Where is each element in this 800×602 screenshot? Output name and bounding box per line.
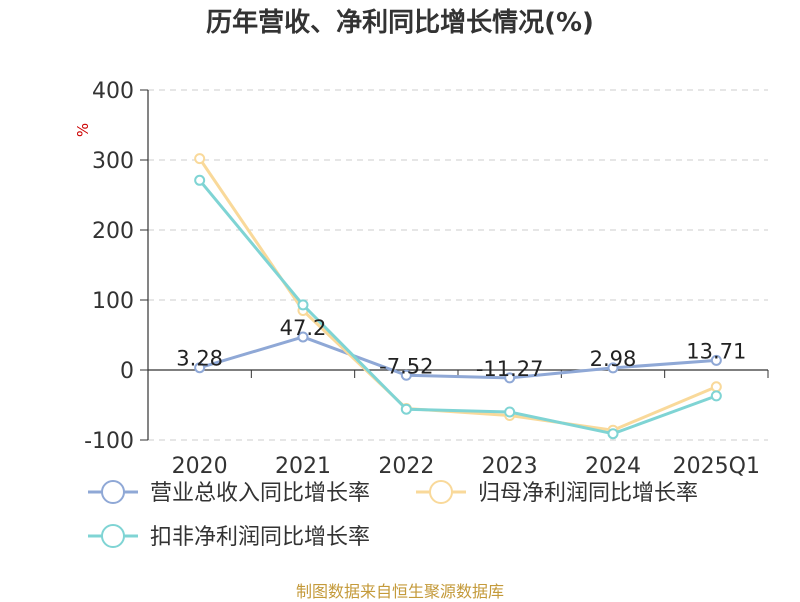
x-tick-label: 2022 bbox=[378, 454, 434, 479]
data-point bbox=[297, 331, 309, 343]
legend-label: 归母净利润同比增长率 bbox=[478, 481, 698, 506]
x-tick-label: 2020 bbox=[172, 454, 228, 479]
series-line-3 bbox=[198, 179, 717, 436]
y-tick-label: 100 bbox=[92, 289, 134, 314]
data-point bbox=[194, 174, 206, 186]
legend-marker bbox=[101, 524, 125, 548]
y-tick-label: 200 bbox=[92, 219, 134, 244]
y-tick-label: 400 bbox=[92, 79, 134, 104]
data-label: 2.98 bbox=[590, 347, 637, 371]
data-point bbox=[194, 362, 206, 374]
data-point bbox=[194, 153, 206, 165]
legend-label: 营业总收入同比增长率 bbox=[150, 481, 370, 506]
x-tick-label: 2024 bbox=[585, 454, 641, 479]
data-point bbox=[400, 403, 412, 415]
data-point bbox=[297, 299, 309, 311]
data-point bbox=[710, 381, 722, 393]
data-label: 3.28 bbox=[176, 347, 223, 371]
chart-title: 历年营收、净利同比增长情况(%) bbox=[206, 8, 594, 38]
data-point bbox=[607, 362, 619, 374]
legend-label: 扣非净利润同比增长率 bbox=[150, 525, 370, 550]
data-point bbox=[504, 406, 516, 418]
series-line-2 bbox=[198, 157, 717, 432]
x-tick-label: 2025Q1 bbox=[673, 454, 760, 479]
x-tick-label: 2023 bbox=[482, 454, 538, 479]
data-label: 13.71 bbox=[686, 339, 746, 363]
legend-marker bbox=[429, 480, 453, 504]
data-label: -7.52 bbox=[379, 354, 433, 378]
y-axis-unit: % bbox=[74, 123, 92, 137]
data-point bbox=[504, 372, 516, 384]
data-label: 47.2 bbox=[280, 316, 327, 340]
y-tick-label: 0 bbox=[120, 359, 134, 384]
y-tick-label: 300 bbox=[92, 149, 134, 174]
data-point bbox=[607, 428, 619, 440]
legend-marker bbox=[101, 480, 125, 504]
data-label: -11.27 bbox=[476, 357, 544, 381]
source-note: 制图数据来自恒生聚源数据库 bbox=[295, 582, 504, 601]
x-tick-label: 2021 bbox=[275, 454, 331, 479]
data-point bbox=[710, 390, 722, 402]
series-line-1 bbox=[199, 335, 717, 380]
data-point bbox=[400, 369, 412, 381]
y-tick-label: -100 bbox=[84, 429, 134, 454]
data-point bbox=[710, 354, 722, 366]
